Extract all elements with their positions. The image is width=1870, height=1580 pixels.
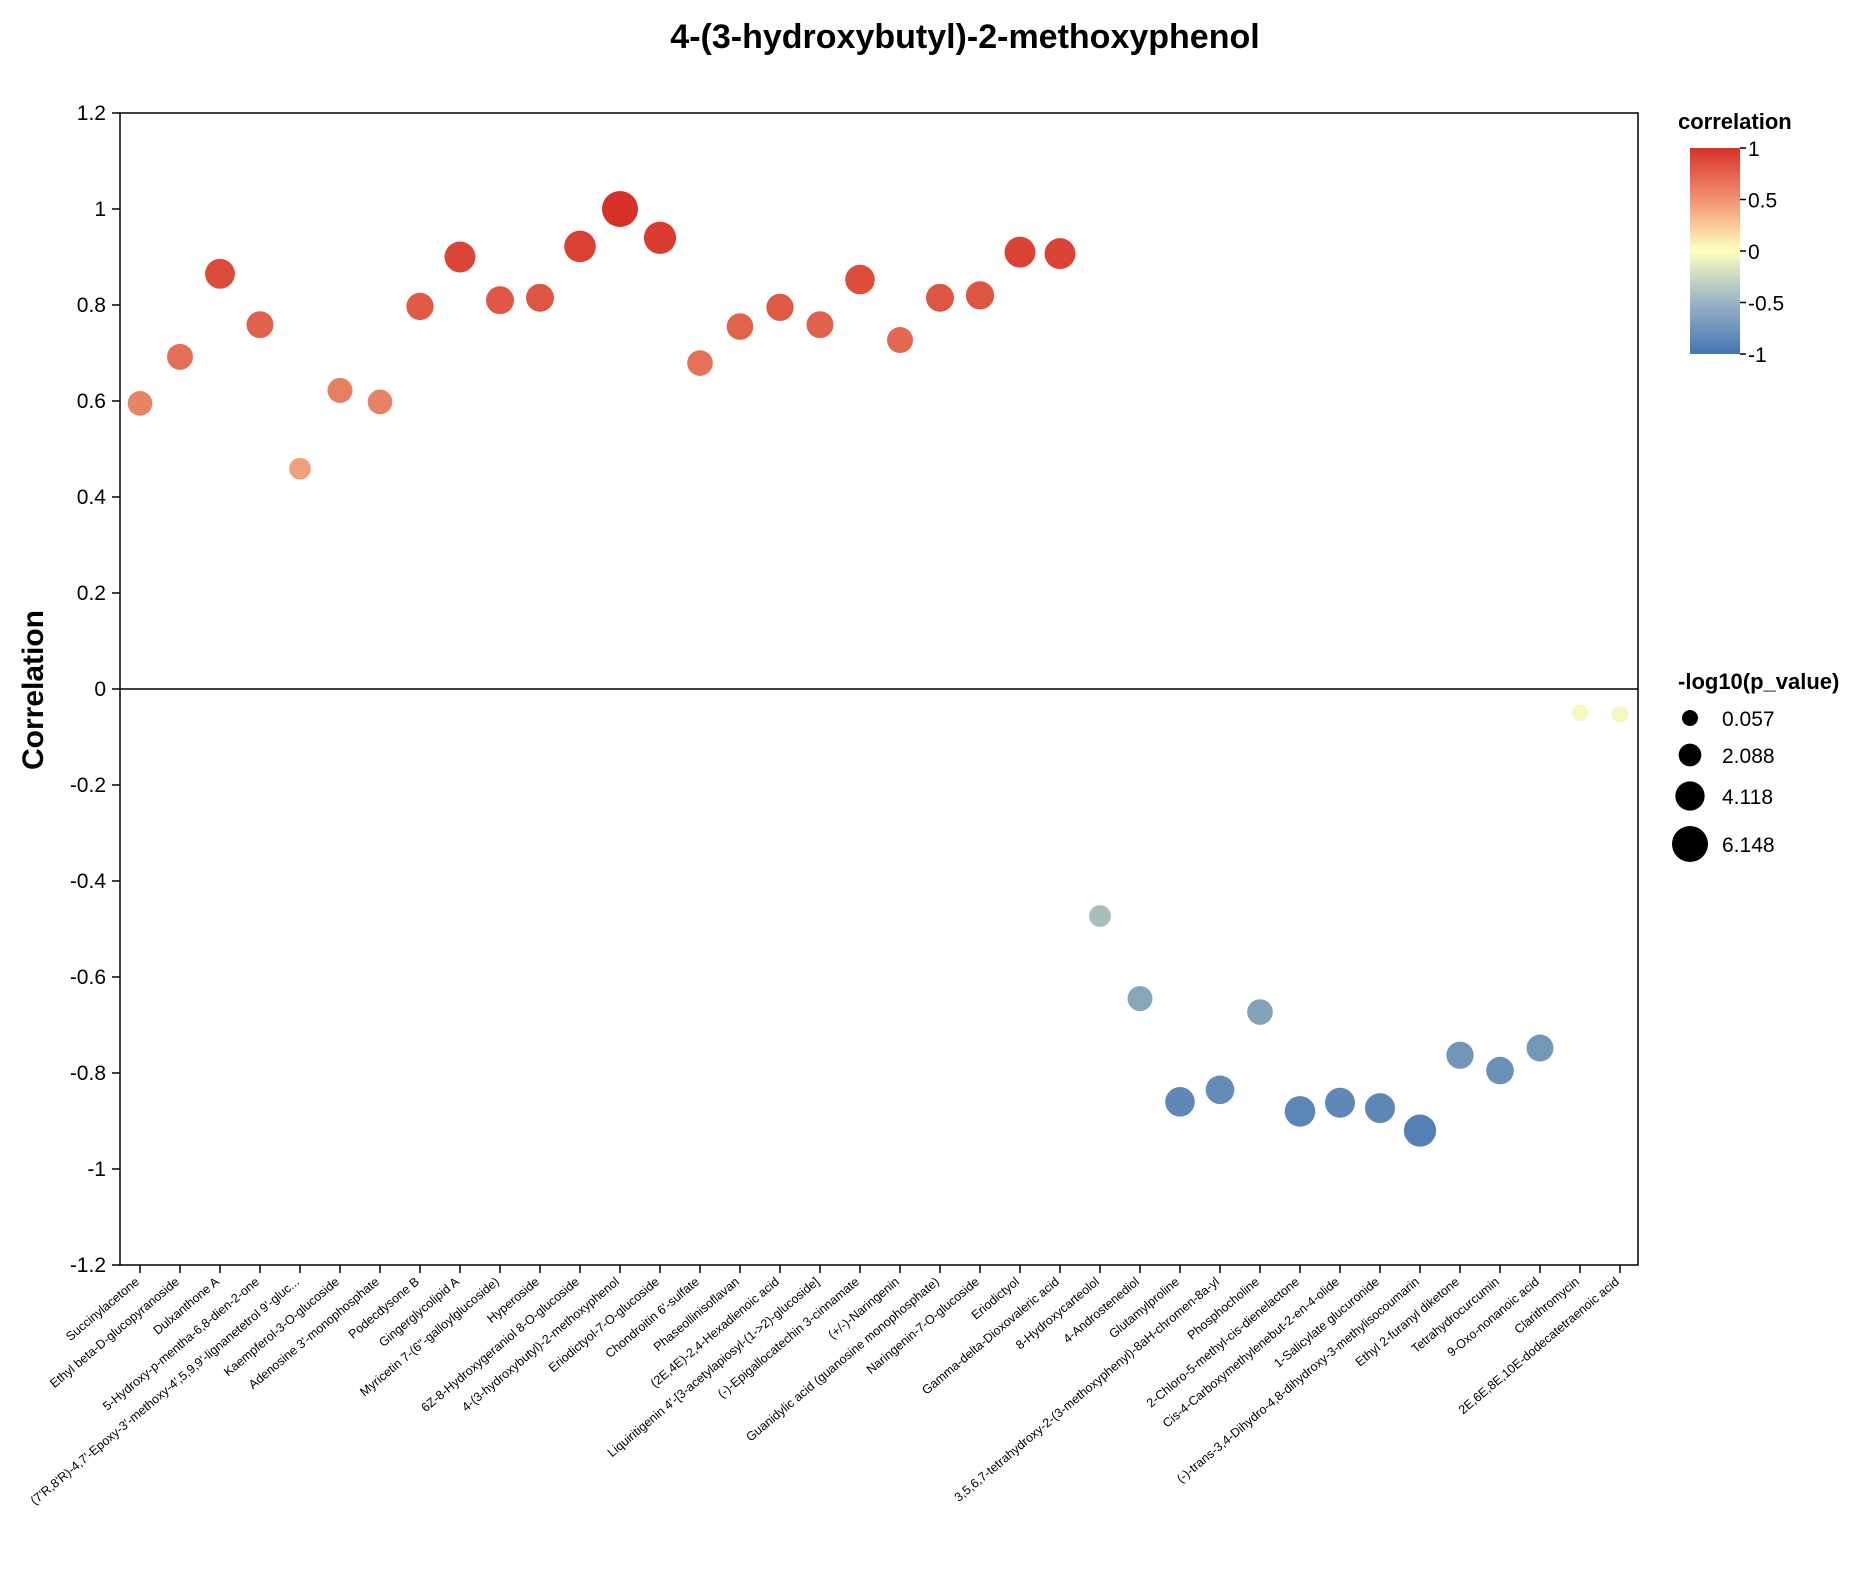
- size-legend-circle: [1672, 826, 1708, 862]
- y-tick-label: -0.8: [70, 1062, 106, 1085]
- chart-title: 4-(3-hydroxybutyl)-2-methoxyphenol: [670, 18, 1259, 56]
- data-point: [965, 281, 995, 310]
- data-point: [845, 264, 875, 295]
- data-point: [1486, 1056, 1514, 1085]
- y-tick-label: 0.2: [77, 582, 106, 605]
- data-point: [806, 311, 834, 339]
- size-legend-circle: [1678, 743, 1702, 767]
- color-legend-tick-label: 0: [1748, 241, 1760, 264]
- data-point: [1446, 1041, 1474, 1069]
- y-tick-label: -0.2: [70, 774, 106, 797]
- y-tick-label: 0.4: [77, 486, 107, 509]
- data-point: [367, 389, 393, 415]
- data-point: [1611, 706, 1629, 723]
- data-point: [766, 293, 794, 322]
- data-point: [1365, 1093, 1395, 1124]
- data-point: [643, 221, 677, 254]
- data-point: [564, 230, 596, 263]
- y-tick-label: 0.6: [77, 390, 106, 413]
- y-tick-label: 0: [94, 678, 106, 701]
- data-point: [926, 283, 954, 312]
- data-point: [246, 311, 274, 339]
- data-point: [1403, 1114, 1437, 1147]
- y-tick-label: 0.8: [77, 294, 106, 317]
- color-legend-tick-label: -1: [1748, 344, 1767, 367]
- data-point: [167, 343, 193, 370]
- data-point: [887, 327, 913, 354]
- size-legend-label: 0.057: [1722, 708, 1775, 731]
- color-legend-title: correlation: [1678, 109, 1792, 134]
- data-point: [486, 286, 514, 315]
- color-legend-tick-label: 1: [1748, 138, 1760, 161]
- x-tick-label: (7'R,8'R)-4,7'-Epoxy-3'-methoxy-4',5,9,9…: [28, 1275, 302, 1508]
- data-point: [687, 350, 713, 376]
- color-legend-tick-label: 0.5: [1748, 190, 1777, 213]
- data-point: [1284, 1096, 1316, 1127]
- data-point: [205, 258, 235, 289]
- data-point: [526, 283, 554, 312]
- size-legend: -log10(p_value) 0.057 2.088 4.118 6.148: [1672, 669, 1839, 862]
- size-legend-circle: [1675, 781, 1705, 811]
- data-point: [1325, 1087, 1355, 1118]
- color-legend-tick-label: -0.5: [1748, 293, 1784, 316]
- data-point: [289, 457, 311, 480]
- y-tick-label: -1: [87, 1158, 106, 1181]
- data-point: [602, 191, 638, 227]
- size-legend-circle: [1682, 710, 1698, 726]
- data-point: [1205, 1075, 1235, 1105]
- data-point: [1247, 999, 1273, 1025]
- data-point: [127, 391, 153, 416]
- size-legend-title: -log10(p_value): [1678, 669, 1839, 694]
- data-point: [1044, 238, 1076, 270]
- data-point: [444, 241, 476, 273]
- data-point: [1004, 236, 1036, 268]
- y-tick-label: -0.4: [70, 870, 107, 893]
- color-legend-gradient-bar: [1690, 148, 1740, 354]
- y-axis: 1.2 1 0.8 0.6 0.4 0.2 0 -0.2 -0.4 -0.6 -0.8 -1 -1.2: [70, 102, 120, 1277]
- y-tick-label: -1.2: [70, 1254, 106, 1277]
- data-point: [726, 313, 754, 340]
- color-legend: correlation 1 0.5 0 -0.5 -1: [1678, 109, 1792, 367]
- data-point: [1089, 905, 1111, 927]
- data-point: [1127, 986, 1153, 1012]
- y-tick-label: -0.6: [70, 966, 106, 989]
- data-point: [406, 292, 434, 321]
- size-legend-label: 2.088: [1722, 745, 1775, 768]
- data-point: [1571, 704, 1589, 722]
- data-points: [127, 191, 1629, 1147]
- size-legend-label: 6.148: [1722, 834, 1775, 857]
- data-point: [327, 377, 353, 403]
- size-legend-label: 4.118: [1722, 786, 1773, 809]
- data-point: [1165, 1087, 1195, 1117]
- data-point: [1526, 1034, 1554, 1062]
- y-tick-label: 1: [94, 198, 106, 221]
- y-tick-label: 1.2: [77, 102, 106, 125]
- y-axis-label: Correlation: [17, 610, 50, 770]
